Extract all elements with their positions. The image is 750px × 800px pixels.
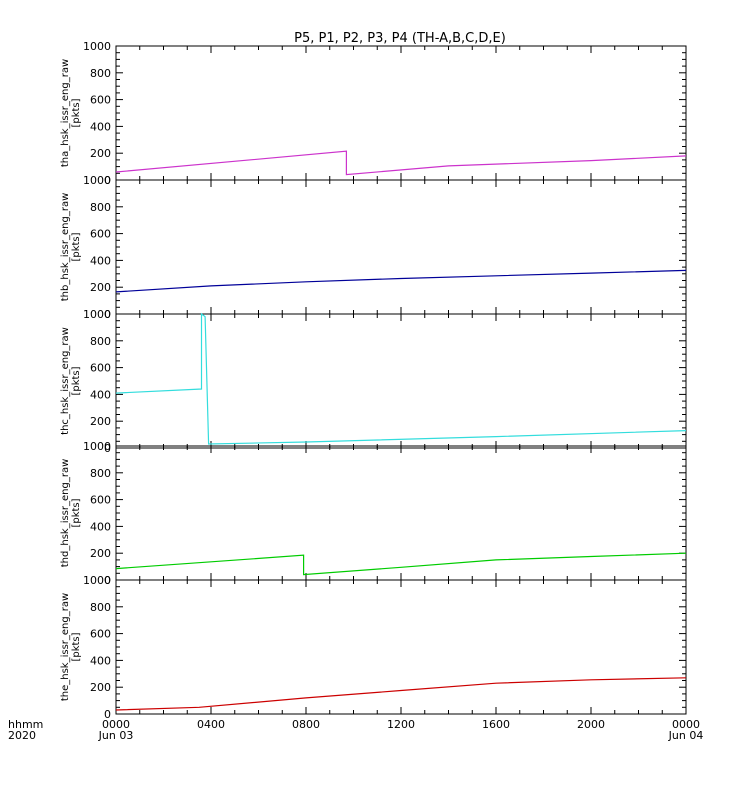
y-tick-label: 0 <box>104 308 111 321</box>
x-tick-label: 1600 <box>482 718 510 731</box>
panel-units: [pkts] <box>71 98 82 127</box>
y-tick-label: 400 <box>90 654 111 667</box>
panel-ylabel: thc_hsk_issr_eng_raw <box>60 327 71 435</box>
series-line-1 <box>115 269 687 293</box>
y-tick-label: 1000 <box>83 174 111 187</box>
y-tick-label: 800 <box>90 601 111 614</box>
series-line-3 <box>115 552 687 576</box>
x-tick-label: Jun 03 <box>98 729 134 742</box>
series-line-4 <box>115 677 687 711</box>
y-tick-label: 400 <box>90 120 111 133</box>
panel-0: 0 200 400 600 800 1000 tha_hsk_issr_eng_raw [pk… <box>60 40 687 187</box>
y-tick-label: 200 <box>90 147 111 160</box>
x-tick-label: 0000 <box>672 718 700 731</box>
panel-ylabel: tha_hsk_issr_eng_raw <box>60 59 71 167</box>
panel-ylabel: the_hsk_issr_eng_raw <box>60 593 71 701</box>
y-tick-label: 800 <box>90 335 111 348</box>
panel-units: [pkts] <box>71 366 82 395</box>
x-tick-label: Jun 04 <box>668 729 704 742</box>
y-tick-label: 400 <box>90 254 111 267</box>
y-tick-label: 1000 <box>83 574 111 587</box>
x-tick-label: 1200 <box>387 718 415 731</box>
y-tick-label: 800 <box>90 67 111 80</box>
chart-title: P5, P1, P2, P3, P4 (TH-A,B,C,D,E) <box>294 31 506 46</box>
y-tick-label: 600 <box>90 494 111 507</box>
panel-ylabel: thb_hsk_issr_eng_raw <box>60 193 71 302</box>
y-tick-label: 1000 <box>83 440 111 453</box>
y-tick-label: 800 <box>90 467 111 480</box>
panel-units: [pkts] <box>71 232 82 261</box>
panel-2: 0 200 400 600 800 1000 thc_hsk_issr_eng_raw [pk… <box>60 308 687 455</box>
x-tick-label: 0000 <box>102 718 130 731</box>
series-line-2 <box>115 312 687 445</box>
panel-frame <box>115 179 687 315</box>
panel-3: 0 200 400 600 800 1000 thd_hsk_issr_eng_raw [pk… <box>60 440 687 587</box>
panel-units: [pkts] <box>71 632 82 661</box>
x-tick-label: 0400 <box>197 718 225 731</box>
panel-4: 0 200 400 600 800 1000 the_hsk_issr_eng_raw [pk… <box>60 574 687 721</box>
y-tick-label: 1000 <box>83 308 111 321</box>
y-tick-label: 0 <box>104 708 111 721</box>
y-tick-label: 0 <box>104 574 111 587</box>
y-tick-label: 600 <box>90 228 111 241</box>
y-tick-label: 1000 <box>83 40 111 53</box>
y-tick-label: 600 <box>90 362 111 375</box>
y-tick-label: 0 <box>104 174 111 187</box>
panel-frame <box>115 445 687 581</box>
panel-ylabel: thd_hsk_issr_eng_raw <box>60 459 71 568</box>
y-tick-label: 200 <box>90 681 111 694</box>
x-axis-label-line: hhmm <box>8 718 43 731</box>
panel-frame <box>115 579 687 715</box>
y-tick-label: 200 <box>90 415 111 428</box>
y-tick-label: 200 <box>90 281 111 294</box>
y-tick-label: 200 <box>90 547 111 560</box>
panel-units: [pkts] <box>71 498 82 527</box>
y-tick-label: 600 <box>90 628 111 641</box>
y-tick-label: 800 <box>90 201 111 214</box>
x-tick-label: 0800 <box>292 718 320 731</box>
y-tick-label: 400 <box>90 388 111 401</box>
x-tick-label: 2000 <box>577 718 605 731</box>
y-tick-label: 400 <box>90 520 111 533</box>
x-axis-label-line: 2020 <box>8 729 36 742</box>
y-tick-label: 600 <box>90 94 111 107</box>
panel-1: 0 200 400 600 800 1000 thb_hsk_issr_eng_raw [pk… <box>60 174 687 321</box>
y-tick-label: 0 <box>104 442 111 455</box>
series-line-0 <box>115 150 687 176</box>
